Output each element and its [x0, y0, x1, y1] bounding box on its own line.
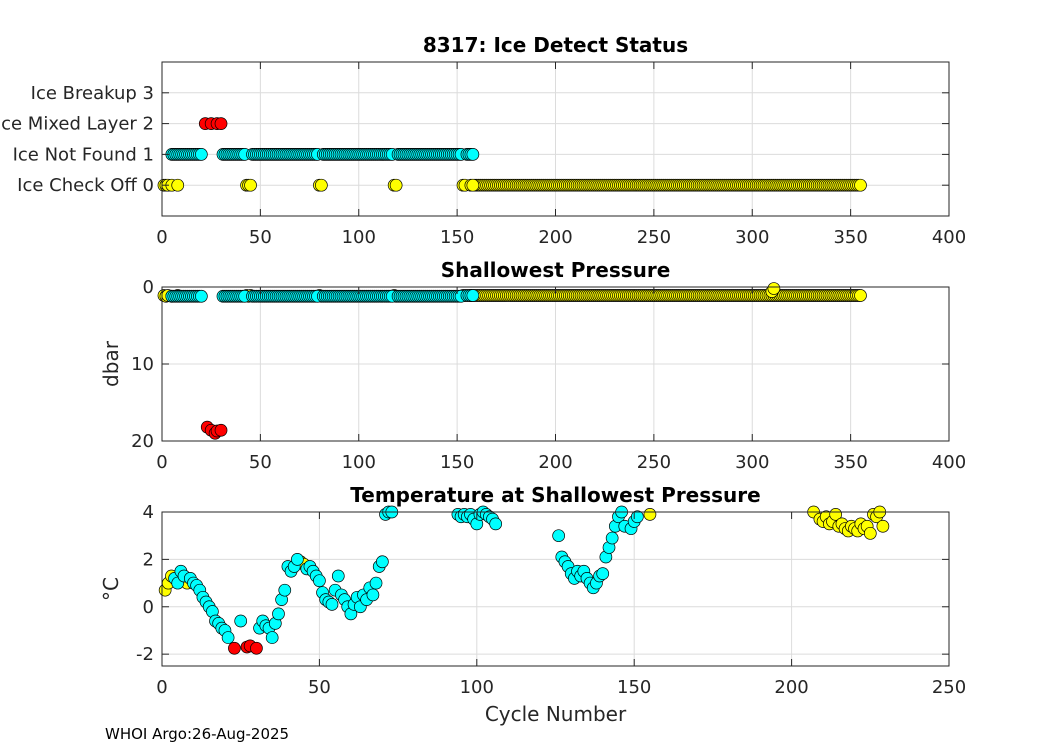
y-tick-label: 4: [143, 502, 154, 523]
y-tick-label: Ice Mixed Layer 2: [0, 114, 154, 135]
y-tick-label: 0: [143, 277, 154, 298]
x-tick-label: 400: [932, 227, 966, 248]
series-ice-check-off: [157, 282, 867, 303]
x-tick-label: 300: [735, 227, 769, 248]
data-point: [214, 423, 228, 437]
data-point: [376, 555, 389, 569]
data-point: [466, 289, 480, 302]
data-point: [171, 178, 185, 192]
x-tick-label: 150: [440, 227, 474, 248]
x-tick-label: 50: [249, 452, 272, 473]
x-tick-label: 50: [249, 227, 272, 248]
x-tick-label: 300: [735, 452, 769, 473]
x-tick-label: 200: [538, 452, 572, 473]
chart-title: 8317: Ice Detect Status: [423, 33, 688, 57]
y-tick-label: 0: [143, 597, 154, 618]
x-tick-label: 350: [833, 452, 867, 473]
chart-title: Shallowest Pressure: [441, 258, 671, 282]
chart-title: Temperature at Shallowest Pressure: [350, 483, 760, 507]
x-tick-label: 50: [308, 677, 331, 698]
data-point: [854, 178, 867, 192]
y-tick-label: Ice Check Off 0: [17, 175, 154, 196]
footer-credit: WHOI Argo:26-Aug-2025: [105, 725, 290, 743]
data-point: [325, 598, 339, 611]
data-point: [466, 178, 480, 192]
x-tick-label: 200: [774, 677, 808, 698]
data-point: [389, 178, 403, 192]
data-point: [221, 631, 235, 644]
data-point: [829, 508, 843, 521]
data-point: [265, 631, 279, 644]
y-axis-label: dbar: [99, 340, 123, 387]
data-point: [876, 519, 890, 533]
x-tick-label: 0: [156, 452, 167, 473]
series-ice-check-off: [158, 505, 890, 597]
y-tick-label: 10: [131, 354, 154, 375]
data-point: [369, 576, 383, 590]
y-tick-label: 2: [143, 549, 154, 570]
chart-panel-1: 0 50 100 150 200 250 300 350 400 Ice Check Off 0 I…: [0, 33, 966, 248]
x-tick-label: 0: [156, 677, 167, 698]
data-point: [331, 569, 345, 583]
data-point: [291, 553, 304, 566]
data-point: [366, 588, 380, 602]
x-tick-label: 250: [932, 677, 966, 698]
x-tick-label: 100: [342, 227, 376, 248]
x-tick-label: 250: [637, 452, 671, 473]
data-point: [315, 178, 328, 192]
x-tick-label: 150: [617, 677, 651, 698]
series-ice-mixed-layer: [200, 420, 228, 440]
data-point: [466, 148, 480, 161]
data-point: [214, 117, 228, 130]
x-tick-label: 250: [637, 227, 671, 248]
data-point: [244, 178, 257, 192]
y-axis-label: °C: [99, 577, 123, 601]
x-tick-label: 100: [342, 452, 376, 473]
data-point: [278, 583, 292, 597]
x-tick-label: 400: [932, 452, 966, 473]
y-tick-label: -2: [136, 644, 154, 665]
y-tick-label: 20: [131, 431, 154, 452]
x-tick-label: 350: [833, 227, 867, 248]
x-tick-label: 200: [538, 227, 572, 248]
x-axis-label: Cycle Number: [485, 702, 627, 726]
plot-frame: [161, 511, 950, 667]
data-point: [630, 510, 644, 524]
series-ice-not-found: [168, 505, 644, 644]
data-point: [489, 517, 503, 531]
series-ice-mixed-layer: [228, 639, 263, 655]
series-ice-mixed-layer: [198, 117, 228, 130]
data-point: [552, 529, 565, 543]
x-tick-label: 0: [156, 227, 167, 248]
series-ice-not-found: [165, 148, 480, 161]
data-point: [643, 508, 657, 521]
data-point: [596, 567, 610, 580]
data-point: [863, 526, 877, 540]
series-ice-check-off: [157, 178, 867, 192]
data-point: [195, 289, 208, 303]
y-tick-label: Ice Breakup 3: [31, 83, 154, 104]
data-point: [234, 614, 248, 628]
data-point: [195, 148, 208, 161]
data-point: [272, 607, 285, 621]
data-point: [228, 641, 241, 655]
x-tick-label: 100: [460, 677, 494, 698]
data-point: [605, 531, 619, 545]
data-point: [313, 574, 326, 588]
chart-panel-2: 0 50 100 150 200 250 300 350 400 0 10 20 Shallowest …: [99, 258, 966, 473]
data-point: [767, 282, 781, 295]
series-ice-not-found: [165, 289, 480, 303]
data-point: [854, 289, 867, 302]
x-tick-label: 150: [440, 452, 474, 473]
y-tick-label: Ice Not Found 1: [13, 144, 154, 165]
data-point: [250, 641, 263, 655]
